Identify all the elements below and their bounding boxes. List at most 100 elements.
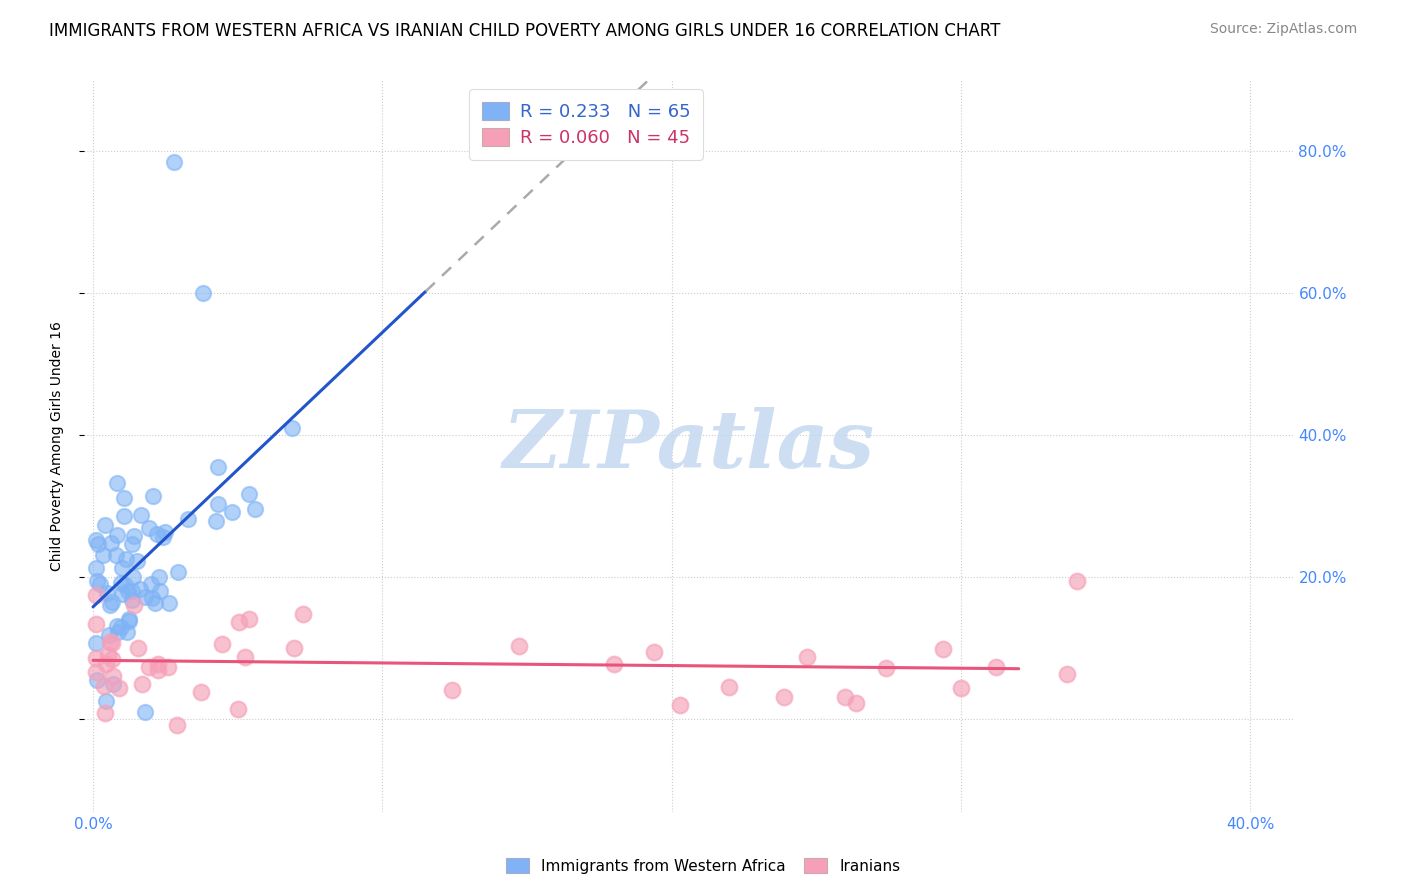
Point	[177, 512, 200, 526]
Point	[100, 536, 122, 550]
Point	[440, 683, 463, 698]
Text: ZIPatlas: ZIPatlas	[503, 408, 875, 484]
Point	[84, 665, 107, 680]
Point	[98, 627, 121, 641]
Point	[84, 616, 107, 631]
Point	[110, 575, 132, 590]
Point	[128, 582, 150, 597]
Point	[233, 650, 256, 665]
Point	[108, 681, 131, 695]
Point	[94, 657, 117, 672]
Point	[875, 660, 897, 674]
Point	[190, 685, 212, 699]
Legend: R = 0.233   N = 65, R = 0.060   N = 45: R = 0.233 N = 65, R = 0.060 N = 45	[470, 89, 703, 160]
Legend: Immigrants from Western Africa, Iranians: Immigrants from Western Africa, Iranians	[499, 852, 907, 880]
Point	[163, 155, 186, 169]
Point	[97, 648, 120, 663]
Point	[101, 595, 124, 609]
Point	[508, 639, 530, 653]
Point	[118, 614, 141, 628]
Point	[984, 660, 1007, 674]
Point	[98, 634, 121, 648]
Point	[114, 578, 136, 592]
Point	[166, 718, 188, 732]
Point	[94, 518, 117, 533]
Point	[138, 660, 160, 674]
Point	[238, 612, 260, 626]
Point	[207, 497, 229, 511]
Point	[131, 677, 153, 691]
Point	[84, 561, 107, 575]
Point	[1056, 666, 1078, 681]
Point	[117, 584, 139, 599]
Point	[105, 528, 128, 542]
Point	[84, 533, 107, 547]
Point	[134, 706, 156, 720]
Y-axis label: Child Poverty Among Girls Under 16: Child Poverty Among Girls Under 16	[49, 321, 63, 571]
Point	[157, 596, 180, 610]
Point	[281, 421, 304, 435]
Point	[86, 673, 108, 687]
Point	[111, 587, 134, 601]
Point	[104, 548, 127, 562]
Point	[115, 625, 138, 640]
Point	[205, 514, 228, 528]
Point	[121, 583, 143, 598]
Point	[101, 652, 124, 666]
Point	[155, 525, 177, 540]
Point	[146, 527, 169, 541]
Point	[87, 537, 110, 551]
Point	[110, 619, 132, 633]
Point	[110, 561, 132, 575]
Point	[796, 649, 818, 664]
Point	[93, 548, 115, 562]
Text: IMMIGRANTS FROM WESTERN AFRICA VS IRANIAN CHILD POVERTY AMONG GIRLS UNDER 16 COR: IMMIGRANTS FROM WESTERN AFRICA VS IRANIA…	[49, 22, 1001, 40]
Point	[834, 690, 856, 704]
Point	[94, 706, 117, 720]
Point	[112, 491, 135, 506]
Point	[124, 529, 146, 543]
Point	[115, 552, 138, 566]
Point	[103, 669, 125, 683]
Point	[105, 619, 128, 633]
Point	[84, 588, 107, 602]
Point	[146, 657, 169, 672]
Point	[105, 476, 128, 491]
Point	[98, 599, 121, 613]
Point	[139, 577, 162, 591]
Point	[148, 570, 170, 584]
Point	[118, 612, 141, 626]
Point	[93, 679, 115, 693]
Point	[226, 702, 249, 716]
Point	[84, 636, 107, 650]
Point	[101, 677, 124, 691]
Point	[668, 698, 690, 713]
Point	[129, 508, 152, 522]
Point	[211, 637, 233, 651]
Point	[138, 520, 160, 534]
Point	[773, 690, 796, 704]
Point	[191, 286, 214, 301]
Point	[718, 681, 741, 695]
Point	[243, 502, 266, 516]
Text: Source: ZipAtlas.com: Source: ZipAtlas.com	[1209, 22, 1357, 37]
Point	[141, 591, 163, 605]
Point	[122, 599, 145, 613]
Point	[142, 489, 165, 503]
Point	[845, 696, 868, 710]
Point	[932, 642, 955, 657]
Point	[134, 590, 156, 604]
Point	[292, 607, 315, 621]
Point	[84, 650, 107, 665]
Point	[149, 583, 172, 598]
Point	[228, 615, 250, 629]
Point	[166, 566, 188, 580]
Point	[122, 570, 145, 584]
Point	[157, 660, 180, 674]
Point	[283, 641, 305, 656]
Point	[89, 576, 111, 591]
Point	[100, 635, 122, 649]
Point	[114, 508, 136, 523]
Point	[127, 554, 149, 568]
Point	[143, 596, 166, 610]
